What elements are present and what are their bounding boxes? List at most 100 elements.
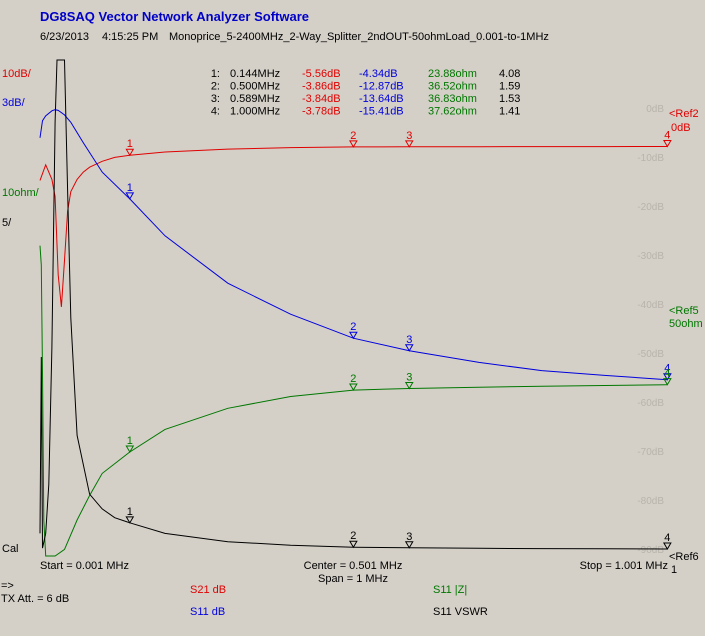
marker-triangle[interactable] bbox=[125, 516, 135, 524]
ref2-value: 0dB bbox=[671, 122, 691, 134]
y-tick-label: -80dB bbox=[637, 496, 664, 507]
marker-table: 1: 0.144MHz -5.56dB -4.34dB 23.88ohm 4.08 2: 0.… bbox=[211, 68, 521, 118]
marker-number: 2 bbox=[350, 321, 356, 333]
marker-table-cell-num: 3: bbox=[211, 93, 220, 105]
marker-number: 1 bbox=[127, 435, 133, 447]
marker-number: 3 bbox=[406, 130, 412, 142]
trace-s11-db bbox=[39, 109, 668, 381]
start-freq-label: Start = 0.001 MHz bbox=[40, 560, 129, 572]
marker-table-cell-freq: 0.589MHz bbox=[230, 93, 280, 105]
legend-s11-db[interactable]: S11 dB bbox=[190, 606, 226, 618]
arrow-indicator: => bbox=[1, 580, 14, 592]
marker-triangle[interactable] bbox=[349, 540, 358, 549]
marker-table-cell-s11: -12.87dB bbox=[359, 81, 404, 93]
y-tick-label: -60dB bbox=[637, 398, 664, 409]
marker-number: 3 bbox=[406, 531, 412, 543]
trace-s11-z- bbox=[39, 245, 668, 557]
marker-triangle[interactable] bbox=[404, 541, 414, 549]
marker-triangle[interactable] bbox=[663, 373, 672, 381]
marker-number: 1 bbox=[127, 138, 133, 150]
s11db-scale-label: 3dB/ bbox=[2, 97, 26, 109]
y-tick-label: -90dB bbox=[637, 545, 664, 556]
marker-table-cell-s21: -3.86dB bbox=[302, 81, 341, 93]
marker-number: 4 bbox=[664, 130, 670, 142]
measurement-date: 6/23/2013 bbox=[40, 31, 89, 43]
marker-table-cell-s21: -3.84dB bbox=[302, 93, 341, 105]
marker-triangle[interactable] bbox=[663, 140, 672, 148]
marker-table-cell-s11: -15.41dB bbox=[359, 106, 404, 118]
center-freq-label: Center = 0.501 MHz bbox=[304, 560, 403, 572]
marker-number: 1 bbox=[127, 182, 133, 194]
trace-s11-vswr bbox=[39, 59, 668, 550]
y-tick-label: 0dB bbox=[646, 104, 664, 115]
marker-triangle[interactable] bbox=[125, 445, 135, 453]
measurement-description: Monoprice_5-2400MHz_2-Way_Splitter_2ndOU… bbox=[169, 31, 549, 43]
marker-glyphs[interactable]: 1 2 3 4 1 2 3 4 1 2 3 4 1 2 3 4 bbox=[125, 130, 672, 550]
marker-table-cell-num: 2: bbox=[211, 81, 220, 93]
marker-number: 3 bbox=[406, 334, 412, 346]
y-tick-label: -20dB bbox=[637, 202, 664, 213]
y-tick-labels: 0dB -10dB -20dB -30dB -40dB -50dB -60dB -70dB -8… bbox=[637, 104, 664, 556]
marker-table-cell-vswr: 1.41 bbox=[499, 106, 520, 118]
ref5-value: 50ohm bbox=[669, 318, 703, 330]
marker-triangle[interactable] bbox=[349, 331, 358, 340]
marker-triangle[interactable] bbox=[349, 140, 358, 148]
y-tick-label: -70dB bbox=[637, 447, 664, 458]
marker-number: 4 bbox=[664, 532, 670, 544]
span-label: Span = 1 MHz bbox=[318, 573, 388, 585]
cal-label: Cal bbox=[2, 543, 19, 555]
marker-table-cell-vswr: 1.59 bbox=[499, 81, 520, 93]
marker-table-cell-z: 37.62ohm bbox=[428, 106, 477, 118]
marker-triangle[interactable] bbox=[349, 383, 358, 392]
ref5-label: <Ref5 bbox=[669, 305, 699, 317]
marker-table-cell-z: 23.88ohm bbox=[428, 68, 477, 80]
legend-s11-vswr[interactable]: S11 VSWR bbox=[433, 606, 488, 618]
ref6-label: <Ref6 bbox=[669, 551, 699, 563]
marker-table-cell-freq: 1.000MHz bbox=[230, 106, 280, 118]
marker-table-cell-s11: -13.64dB bbox=[359, 93, 404, 105]
vswr-scale-label: 5/ bbox=[2, 217, 12, 229]
marker-triangle[interactable] bbox=[404, 382, 414, 390]
marker-triangle[interactable] bbox=[125, 192, 135, 200]
ref2-label: <Ref2 bbox=[669, 108, 699, 120]
marker-number: 2 bbox=[350, 373, 356, 385]
marker-number: 2 bbox=[350, 130, 356, 142]
marker-table-cell-freq: 0.500MHz bbox=[230, 81, 280, 93]
legend-s11-z[interactable]: S11 |Z| bbox=[433, 584, 468, 596]
marker-table-cell-num: 1: bbox=[211, 68, 220, 80]
stop-freq-label: Stop = 1.001 MHz bbox=[580, 560, 668, 572]
measurement-time: 4:15:25 PM bbox=[102, 31, 159, 43]
z-scale-label: 10ohm/ bbox=[2, 187, 40, 199]
marker-triangle[interactable] bbox=[663, 542, 672, 550]
app-title: DG8SAQ Vector Network Analyzer Software bbox=[40, 9, 309, 24]
tx-attenuation: TX Att. = 6 dB bbox=[1, 593, 70, 605]
marker-triangle[interactable] bbox=[404, 344, 414, 352]
ref6-value: 1 bbox=[671, 564, 677, 576]
marker-number: 2 bbox=[350, 530, 356, 542]
marker-number: 4 bbox=[664, 363, 670, 375]
s21-scale-label: 10dB/ bbox=[2, 68, 32, 80]
legend-s21-db[interactable]: S21 dB bbox=[190, 584, 227, 596]
marker-table-cell-s11: -4.34dB bbox=[359, 68, 398, 80]
marker-table-cell-vswr: 1.53 bbox=[499, 93, 520, 105]
marker-triangle[interactable] bbox=[663, 378, 672, 386]
marker-table-cell-vswr: 4.08 bbox=[499, 68, 520, 80]
marker-triangle[interactable] bbox=[125, 148, 135, 157]
y-tick-label: -50dB bbox=[637, 349, 664, 360]
marker-number: 1 bbox=[127, 506, 133, 518]
marker-number: 4 bbox=[664, 368, 670, 380]
marker-table-cell-s21: -3.78dB bbox=[302, 106, 341, 118]
marker-number: 3 bbox=[406, 372, 412, 384]
trace-s21-db bbox=[39, 146, 668, 307]
traces bbox=[39, 59, 668, 557]
y-tick-label: -30dB bbox=[637, 251, 664, 262]
marker-triangle[interactable] bbox=[404, 140, 414, 148]
y-tick-label: -10dB bbox=[637, 153, 664, 164]
marker-table-cell-z: 36.83ohm bbox=[428, 93, 477, 105]
y-tick-label: -40dB bbox=[637, 300, 664, 311]
marker-table-cell-s21: -5.56dB bbox=[302, 68, 341, 80]
marker-table-cell-freq: 0.144MHz bbox=[230, 68, 280, 80]
marker-table-cell-num: 4: bbox=[211, 106, 220, 118]
marker-table-cell-z: 36.52ohm bbox=[428, 81, 477, 93]
